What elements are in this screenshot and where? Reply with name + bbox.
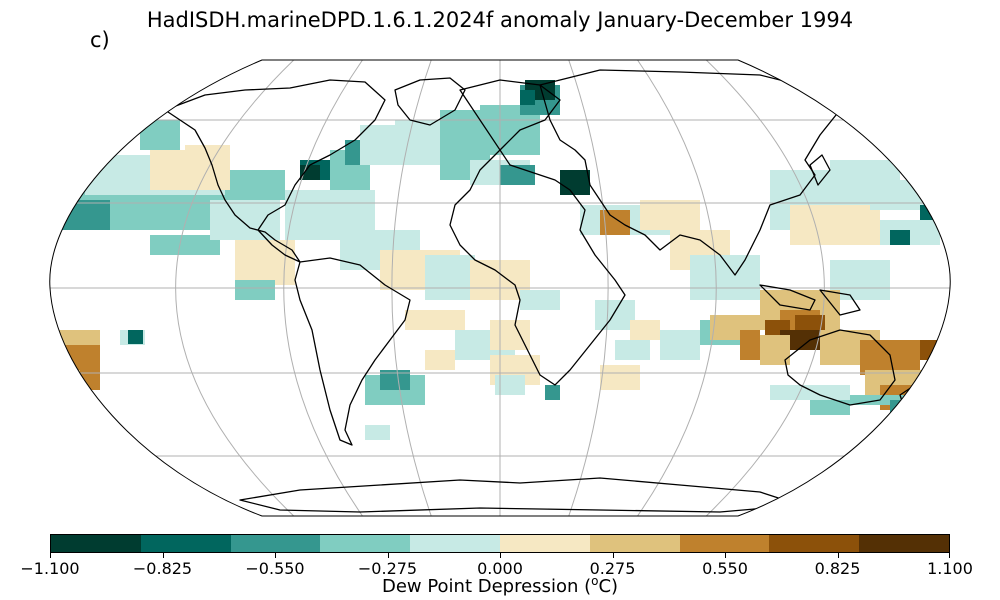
anomaly-cell (640, 200, 700, 230)
anomaly-cell (630, 320, 660, 340)
colorbar-tick (837, 553, 839, 558)
anomaly-cell (595, 300, 635, 330)
anomaly-cell (235, 280, 275, 300)
longitude-line (175, 60, 825, 516)
colorbar-ticks (50, 553, 950, 559)
colorbar-tick-label: 0.000 (477, 559, 523, 578)
colorbar-tick (275, 553, 276, 558)
colorbar-segment (769, 535, 860, 552)
anomaly-cell (495, 375, 525, 395)
coastline (759, 284, 816, 311)
anomaly-cell (560, 170, 590, 195)
anomaly-cell (660, 330, 700, 360)
anomaly-cell (545, 385, 560, 400)
colorbar-segment (499, 535, 590, 552)
coastline (784, 329, 896, 406)
coastline (164, 79, 386, 263)
anomaly-cell (140, 120, 180, 150)
colorbar-segment (230, 535, 321, 552)
coastline (394, 77, 466, 126)
anomaly-cell (425, 255, 475, 300)
colorbar-label-prefix: Dew Point Depression ( (381, 576, 592, 597)
colorbar-tick (50, 553, 51, 558)
anomaly-cell (405, 310, 465, 330)
colorbar-tick-label: −1.100 (20, 559, 80, 578)
colorbar-segment (140, 535, 231, 552)
anomaly-cell (210, 200, 280, 240)
colorbar-segment (410, 535, 500, 552)
anomaly-cell (615, 340, 650, 360)
coastline (819, 289, 861, 316)
longitude-line (391, 60, 609, 516)
anomaly-cell (365, 425, 390, 440)
colorbar-segment (589, 535, 680, 552)
anomaly-cell (810, 400, 850, 415)
anomaly-cell (60, 200, 110, 230)
anomaly-cell (520, 90, 535, 105)
anomaly-cell (890, 230, 910, 245)
colorbar-tick (612, 553, 614, 558)
colorbar-tick-label: 0.275 (589, 559, 636, 578)
colorbar-label-suffix: C) (598, 576, 619, 597)
coastline (239, 477, 801, 513)
map-outline (49, 59, 951, 517)
colorbar-segment (859, 535, 949, 552)
coastline (449, 79, 626, 386)
world-map (49, 59, 951, 517)
anomaly-cell (380, 370, 410, 390)
colorbar-segment (320, 535, 411, 552)
anomaly-cells (55, 80, 950, 440)
colorbar-tick (949, 553, 950, 558)
coastline (809, 154, 831, 186)
colorbar (50, 534, 950, 553)
colorbar-tick-label: −0.550 (245, 559, 305, 578)
anomaly-cell (150, 235, 220, 255)
colorbar-tick-label: 0.550 (702, 559, 748, 578)
colorbar-tick-label: 0.825 (814, 559, 861, 578)
graticule (49, 60, 951, 516)
anomaly-cell (425, 350, 455, 370)
colorbar-label-degree: o (591, 574, 599, 588)
coastline (294, 257, 411, 446)
colorbar-tick (500, 553, 501, 558)
colorbar-segment (679, 535, 770, 552)
anomaly-cell (490, 320, 530, 350)
figure-title: HadISDH.marineDPD.1.6.1.2024f anomaly Ja… (146, 8, 854, 32)
colorbar-tick (162, 553, 164, 558)
longitude-line (283, 60, 717, 516)
anomaly-cell (790, 205, 880, 245)
anomaly-cell (300, 165, 320, 180)
colorbar-tick-label: −0.825 (132, 559, 193, 578)
panel-label: c) (90, 28, 110, 52)
anomaly-cell (920, 340, 950, 360)
colorbar-tick-label: −0.275 (357, 559, 418, 578)
anomaly-cell (128, 330, 143, 344)
anomaly-cell (740, 330, 760, 360)
colorbar-tick (387, 553, 389, 558)
anomaly-cell (600, 365, 640, 390)
colorbar-tick-label: 1.100 (927, 559, 973, 578)
colorbar-segment (51, 535, 141, 552)
colorbar-label: Dew Point Depression (oC) (0, 574, 1000, 597)
colorbar-tick (725, 553, 726, 558)
anomaly-cell (185, 145, 230, 190)
anomaly-cell (520, 290, 560, 310)
anomaly-cell (770, 385, 850, 400)
